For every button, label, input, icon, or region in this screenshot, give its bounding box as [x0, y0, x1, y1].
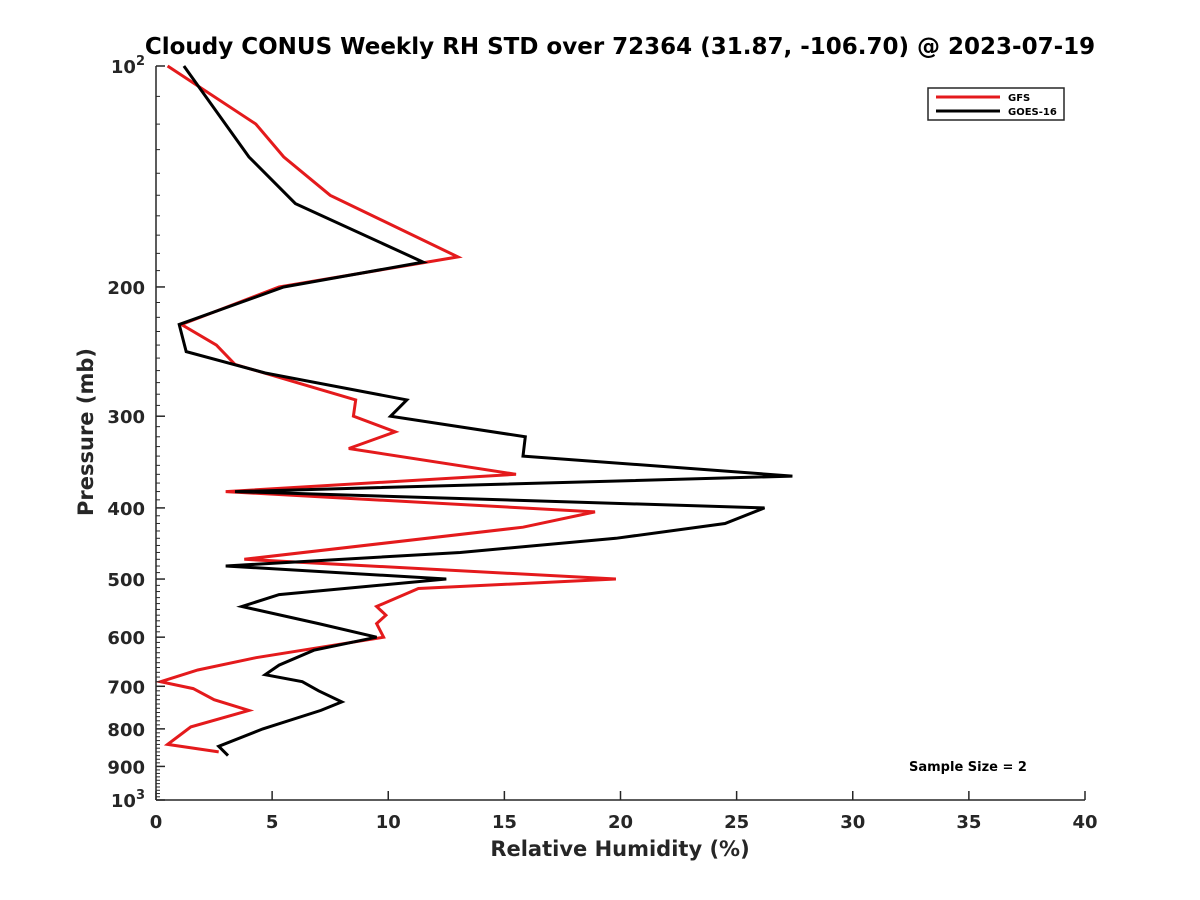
y-tick-label: 300 [107, 407, 145, 428]
series-line-gfs [154, 64, 616, 754]
y-tick-label: 700 [107, 677, 145, 698]
x-axis-label: Relative Humidity (%) [490, 837, 749, 861]
y-tick-label: 900 [107, 757, 145, 778]
series-line-goes-16 [177, 65, 793, 757]
x-tick-label: 20 [608, 812, 633, 833]
legend-label: GFS [1008, 93, 1030, 104]
y-tick-label: 200 [107, 278, 145, 299]
x-tick-label: 35 [956, 812, 981, 833]
y-tick-label: 103 [111, 788, 145, 812]
y-tick-label: 800 [107, 720, 145, 741]
x-tick-label: 15 [492, 812, 517, 833]
x-tick-label: 10 [376, 812, 401, 833]
x-tick-label: 40 [1072, 812, 1097, 833]
legend-box [927, 87, 1065, 121]
y-tick-label: 500 [107, 570, 145, 591]
y-axis-label: Pressure (mb) [74, 348, 98, 516]
x-tick-label: 5 [266, 812, 279, 833]
sample-size-annotation: Sample Size = 2 [909, 760, 1027, 775]
plot-area: 0 5 10 15 20 25 30 35 40 102 200 300 400 500 600 700 800… [107, 54, 1097, 833]
legend-label: GOES-16 [1008, 107, 1057, 118]
x-tick-label: 0 [150, 812, 163, 833]
legend: GFS GOES-16 [927, 87, 1065, 121]
chart-title: Cloudy CONUS Weekly RH STD over 72364 (3… [145, 34, 1095, 60]
x-tick-label: 30 [840, 812, 865, 833]
y-tick-label: 102 [111, 54, 145, 78]
x-tick-label: 25 [724, 812, 749, 833]
y-tick-label: 600 [107, 628, 145, 649]
y-tick-label: 400 [107, 499, 145, 520]
